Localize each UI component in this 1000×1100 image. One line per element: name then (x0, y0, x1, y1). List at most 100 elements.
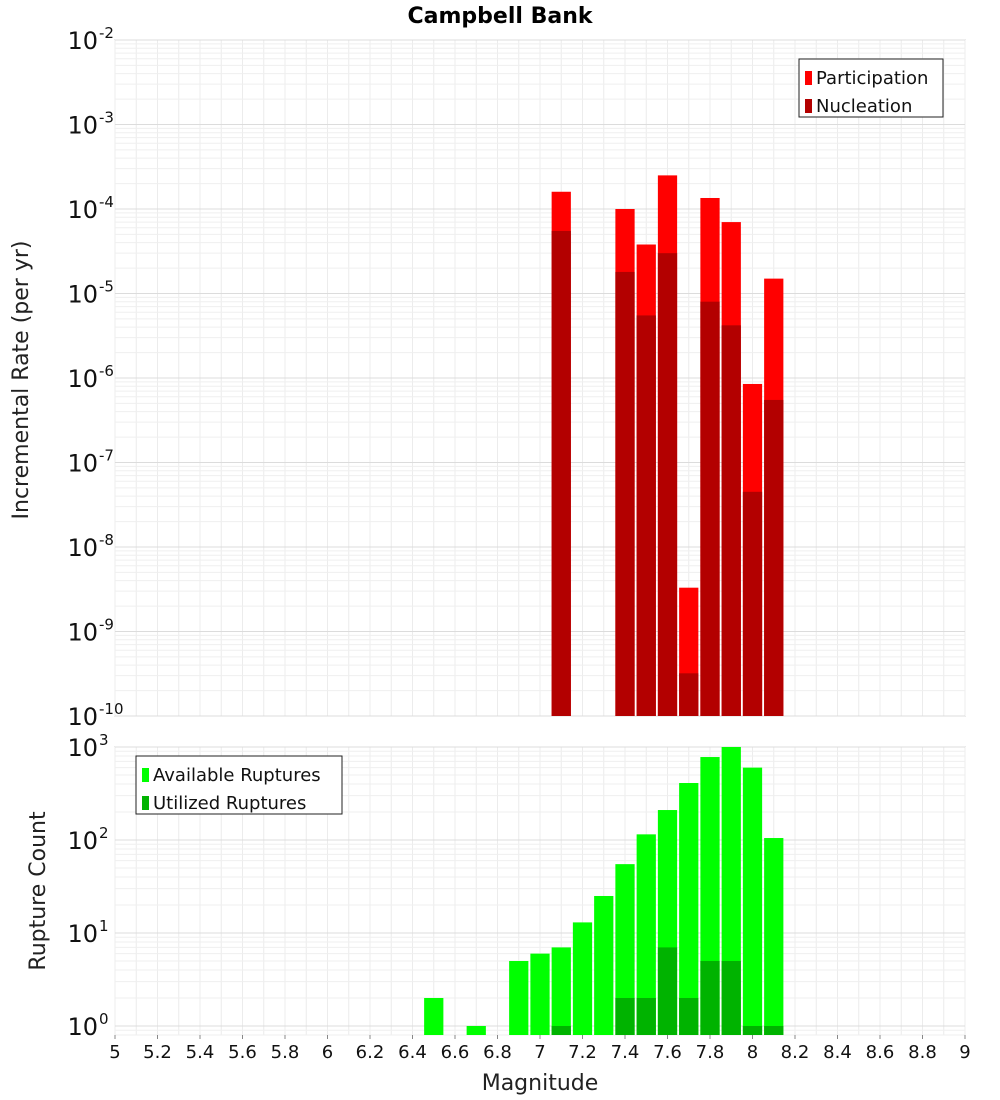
y-tick-exponent: -6 (99, 362, 114, 380)
x-tick-label: 6.6 (441, 1042, 470, 1063)
bar-nucleation (657, 253, 678, 716)
y-tick-exponent: -4 (99, 193, 114, 211)
y-tick-exponent: 0 (99, 1010, 109, 1028)
bar-available-ruptures (572, 922, 593, 1035)
top-grid (114, 39, 966, 717)
bar-utilized-ruptures (615, 997, 635, 1035)
x-tick-label: 8 (747, 1042, 758, 1063)
x-tick-label: 7 (534, 1042, 545, 1063)
y-tick-base: 10 (67, 703, 98, 731)
x-tick-label: 6.2 (356, 1042, 385, 1063)
x-tick-label: 5.8 (271, 1042, 300, 1063)
chart-title: Campbell Bank (408, 4, 594, 29)
x-tick-label: 7.6 (653, 1042, 682, 1063)
bar-available-ruptures (615, 864, 635, 1035)
bar-available-ruptures (636, 834, 656, 1035)
y-tick-base: 10 (67, 827, 98, 855)
top-y-ticks: 10-210-310-410-510-610-710-810-910-10 (67, 24, 123, 731)
y-tick-label: 10 0 (67, 1010, 108, 1041)
y-tick-exponent: -3 (99, 109, 114, 127)
y-tick-label: 10 -8 (67, 531, 114, 562)
bar-utilized-ruptures (764, 1025, 784, 1035)
legend-entry: Available Ruptures (153, 765, 321, 786)
y-tick-exponent: -7 (99, 447, 114, 465)
bar-utilized-ruptures (551, 1025, 571, 1035)
y-tick-base: 10 (67, 734, 98, 762)
bar-utilized-ruptures (721, 960, 741, 1035)
x-tick-label: 7.4 (611, 1042, 640, 1063)
y-tick-label: 10 -10 (67, 700, 123, 731)
bar-utilized-ruptures (742, 1025, 763, 1035)
bar-nucleation (764, 399, 784, 716)
x-axis-label: Magnitude (482, 1071, 599, 1096)
y-tick-base: 10 (67, 112, 98, 140)
bar-available-ruptures (764, 838, 784, 1035)
x-tick-label: 9 (959, 1042, 970, 1063)
y-tick-exponent: -10 (99, 700, 124, 718)
y-tick-label: 10 2 (67, 824, 108, 855)
bar-available-ruptures (509, 960, 529, 1035)
x-tick-label: 5 (109, 1042, 120, 1063)
y-tick-label: 10 -4 (67, 193, 114, 224)
y-tick-label: 10 -9 (67, 616, 114, 647)
y-tick-base: 10 (67, 196, 98, 224)
y-tick-base: 10 (67, 1013, 98, 1041)
y-tick-base: 10 (67, 27, 98, 55)
bar-available-ruptures (466, 1025, 486, 1035)
y-tick-exponent: 3 (99, 731, 109, 749)
y-tick-exponent: 1 (99, 917, 109, 935)
x-tick-label: 6.4 (398, 1042, 427, 1063)
legend-swatch (805, 99, 812, 113)
bar-available-ruptures (679, 783, 699, 1035)
x-ticks: 5 5.2 5.4 5.6 5.8 6 6.2 6.4 6.6 6.8 7 7.2 7.4 7.6 7.8 8… (109, 1035, 971, 1063)
bar-nucleation (742, 491, 763, 716)
bar-utilized-ruptures (636, 997, 656, 1035)
y-tick-base: 10 (67, 450, 98, 478)
legend-entry: Utilized Ruptures (153, 793, 306, 814)
y-tick-exponent: -5 (99, 278, 114, 296)
y-tick-base: 10 (67, 281, 98, 309)
y-tick-label: 10 -7 (67, 447, 114, 478)
bar-nucleation (615, 271, 635, 716)
bar-available-ruptures (551, 947, 571, 1035)
y-tick-label: 10 1 (67, 917, 108, 948)
bar-nucleation (551, 230, 571, 717)
x-tick-label: 6.8 (483, 1042, 512, 1063)
bar-nucleation (636, 315, 656, 716)
y-tick-exponent: -8 (99, 531, 114, 549)
x-tick-label: 5.4 (186, 1042, 215, 1063)
top-y-axis-label: Incremental Rate (per yr) (9, 241, 34, 520)
y-tick-label: 10 -3 (67, 109, 114, 140)
bar-nucleation (679, 673, 699, 716)
x-tick-label: 8.8 (908, 1042, 937, 1063)
legend-swatch (805, 71, 812, 85)
bar-available-ruptures (594, 895, 614, 1035)
bottom-bars (424, 747, 784, 1035)
bar-available-ruptures (742, 767, 763, 1035)
bar-nucleation (700, 301, 720, 716)
y-tick-exponent: 2 (99, 824, 109, 842)
bar-available-ruptures (424, 997, 444, 1035)
legend-box (135, 755, 343, 815)
y-tick-base: 10 (67, 365, 98, 393)
x-tick-label: 7.8 (696, 1042, 725, 1063)
y-tick-base: 10 (67, 534, 98, 562)
bar-utilized-ruptures (657, 947, 678, 1035)
x-tick-label: 5.6 (228, 1042, 257, 1063)
y-tick-exponent: -9 (99, 616, 114, 634)
bar-nucleation (721, 325, 741, 716)
bar-utilized-ruptures (679, 997, 699, 1035)
legend-entry: Participation (816, 68, 928, 89)
top-legend: Participation Nucleation (798, 58, 944, 118)
top-bars (551, 175, 784, 717)
x-tick-label: 6 (322, 1042, 333, 1063)
x-tick-label: 8.4 (823, 1042, 852, 1063)
x-tick-label: 8.6 (866, 1042, 895, 1063)
bottom-y-axis-label: Rupture Count (26, 811, 51, 971)
y-tick-label: 10 -5 (67, 278, 114, 309)
y-tick-label: 10 -2 (67, 24, 114, 55)
bar-utilized-ruptures (700, 960, 720, 1035)
